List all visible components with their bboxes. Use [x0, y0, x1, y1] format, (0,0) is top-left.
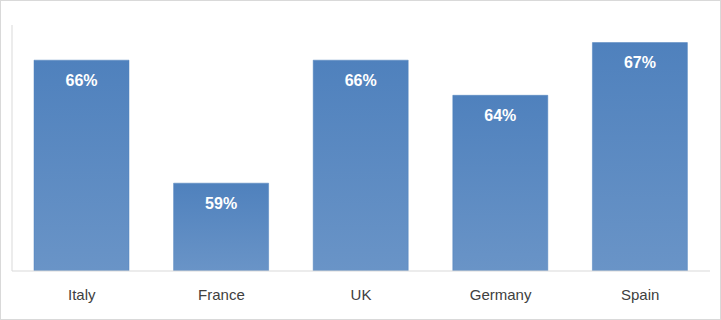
svg-text:59%: 59% — [205, 195, 237, 212]
svg-text:Spain: Spain — [621, 286, 659, 303]
svg-text:66%: 66% — [345, 72, 377, 89]
svg-text:Italy: Italy — [68, 286, 96, 303]
svg-text:UK: UK — [351, 286, 372, 303]
svg-text:66%: 66% — [65, 72, 97, 89]
svg-text:64%: 64% — [484, 107, 516, 124]
svg-text:France: France — [198, 286, 245, 303]
svg-text:67%: 67% — [624, 54, 656, 71]
svg-text:Germany: Germany — [470, 286, 532, 303]
